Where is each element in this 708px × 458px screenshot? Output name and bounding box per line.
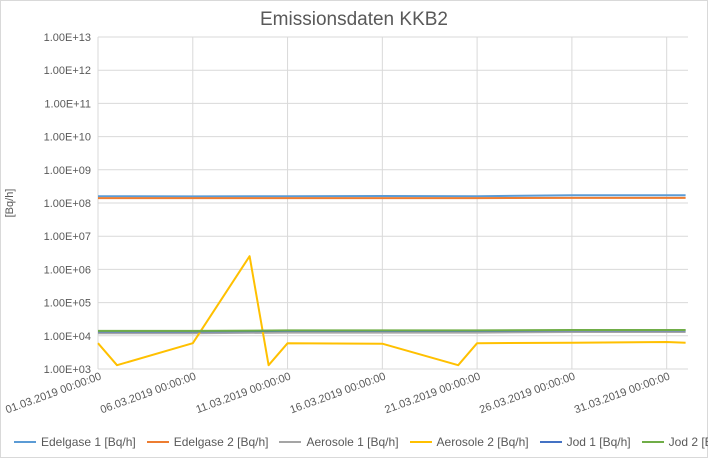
chart-legend: Edelgase 1 [Bq/h] Edelgase 2 [Bq/h] Aeroso… — [14, 433, 708, 451]
y-tick-label: 1.00E+03 — [44, 364, 91, 376]
y-tick-label: 1.00E+06 — [44, 264, 91, 276]
series-line-3 — [98, 331, 686, 335]
y-tick-label: 1.00E+05 — [44, 298, 91, 310]
legend-swatch — [539, 441, 562, 443]
series-line-6 — [98, 329, 686, 332]
legend-item: Edelgase 1 [Bq/h] — [14, 435, 136, 449]
x-tick-label: 11.03.2019 00:00:00 — [194, 371, 292, 417]
x-tick-label: 26.03.2019 00:00:00 — [478, 371, 577, 417]
legend-swatch — [641, 441, 664, 443]
chart-plot: 1.00E+03 1.00E+04 1.00E+05 1.00E+06 1.00E+07… — [4, 32, 688, 417]
legend-label: Jod 1 [Bq/h] — [566, 435, 631, 449]
y-tick-label: 1.00E+13 — [44, 32, 91, 44]
legend-label: Jod 2 [Bq/h] — [668, 435, 708, 449]
legend-swatch — [409, 441, 432, 443]
y-tick-label: 1.00E+10 — [44, 132, 91, 144]
x-tick-label: 16.03.2019 00:00:00 — [288, 371, 387, 417]
legend-item: Aerosole 1 [Bq/h] — [279, 435, 399, 449]
legend-item: Jod 1 [Bq/h] — [539, 435, 631, 449]
legend-swatch — [279, 441, 302, 443]
series-line-1 — [97, 194, 686, 198]
legend-item: Aerosole 2 [Bq/h] — [409, 435, 529, 449]
y-tick-label: 1.00E+11 — [44, 98, 91, 110]
x-tick-label: 01.03.2019 00:00:00 — [4, 371, 103, 417]
legend-item: Jod 2 [Bq/h] — [641, 435, 708, 449]
legend-swatch — [14, 441, 36, 443]
y-tick-label: 1.00E+04 — [44, 331, 91, 343]
series-line-4 — [97, 255, 686, 367]
y-tick-label: 1.00E+07 — [44, 231, 91, 243]
legend-label: Edelgase 1 [Bq/h] — [41, 435, 136, 449]
legend-swatch — [146, 441, 169, 443]
chart-title: Emissionsdaten KKB2 — [260, 9, 448, 30]
x-tick-label: 31.03.2019 00:00:00 — [573, 371, 672, 417]
y-tick-label: 1.00E+08 — [44, 198, 91, 210]
x-tick-label: 21.03.2019 00:00:00 — [383, 371, 482, 417]
y-tick-label: 1.00E+09 — [44, 165, 91, 177]
legend-label: Aerosole 1 [Bq/h] — [306, 435, 399, 449]
y-axis-title: [Bq/h] — [4, 189, 16, 218]
x-tick-label: 06.03.2019 00:00:00 — [99, 371, 198, 417]
legend-label: Edelgase 2 [Bq/h] — [173, 435, 269, 449]
y-tick-label: 1.00E+12 — [44, 65, 91, 77]
legend-item: Edelgase 2 [Bq/h] — [146, 435, 269, 449]
legend-label: Aerosole 2 [Bq/h] — [436, 435, 529, 449]
